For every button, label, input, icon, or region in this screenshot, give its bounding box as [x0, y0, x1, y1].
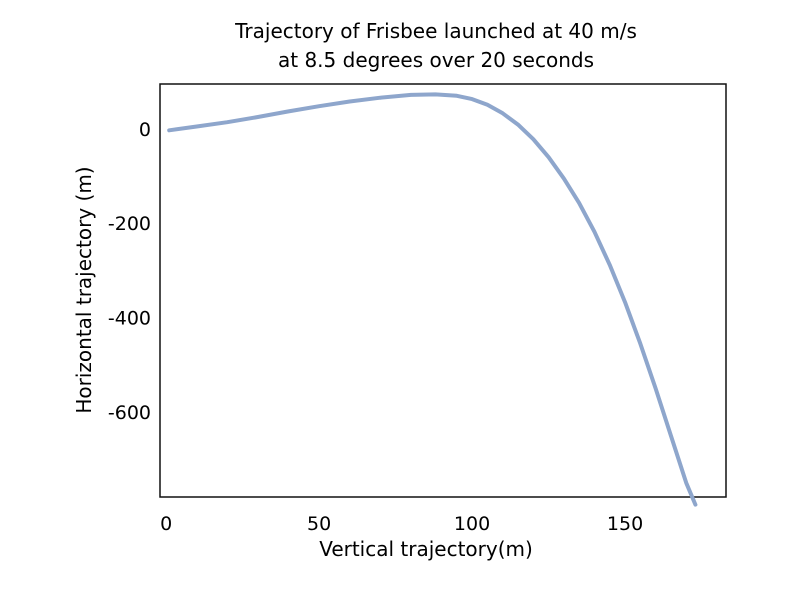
plot-frame [159, 83, 727, 498]
x-tick-label: 150 [607, 513, 643, 535]
x-axis-label: Vertical trajectory(m) [319, 537, 533, 561]
chart-title-line-1: Trajectory of Frisbee launched at 40 m/s [234, 19, 637, 43]
y-axis-label: Horizontal trajectory (m) [72, 166, 96, 413]
chart-title-line-2: at 8.5 degrees over 20 seconds [278, 48, 594, 72]
y-tick-label: -200 [108, 213, 151, 235]
x-tick-label: 100 [454, 513, 490, 535]
series-line [167, 92, 698, 507]
x-tick-labels: 0 50 100 150 [160, 513, 643, 535]
x-tick-label: 50 [307, 513, 331, 535]
y-tick-label: -600 [108, 402, 151, 424]
y-tick-labels: 0 -200 -400 -600 [108, 119, 151, 424]
y-tick-label: -400 [108, 308, 151, 330]
x-tick-label: 0 [160, 513, 172, 535]
y-tick-label: 0 [139, 119, 151, 141]
